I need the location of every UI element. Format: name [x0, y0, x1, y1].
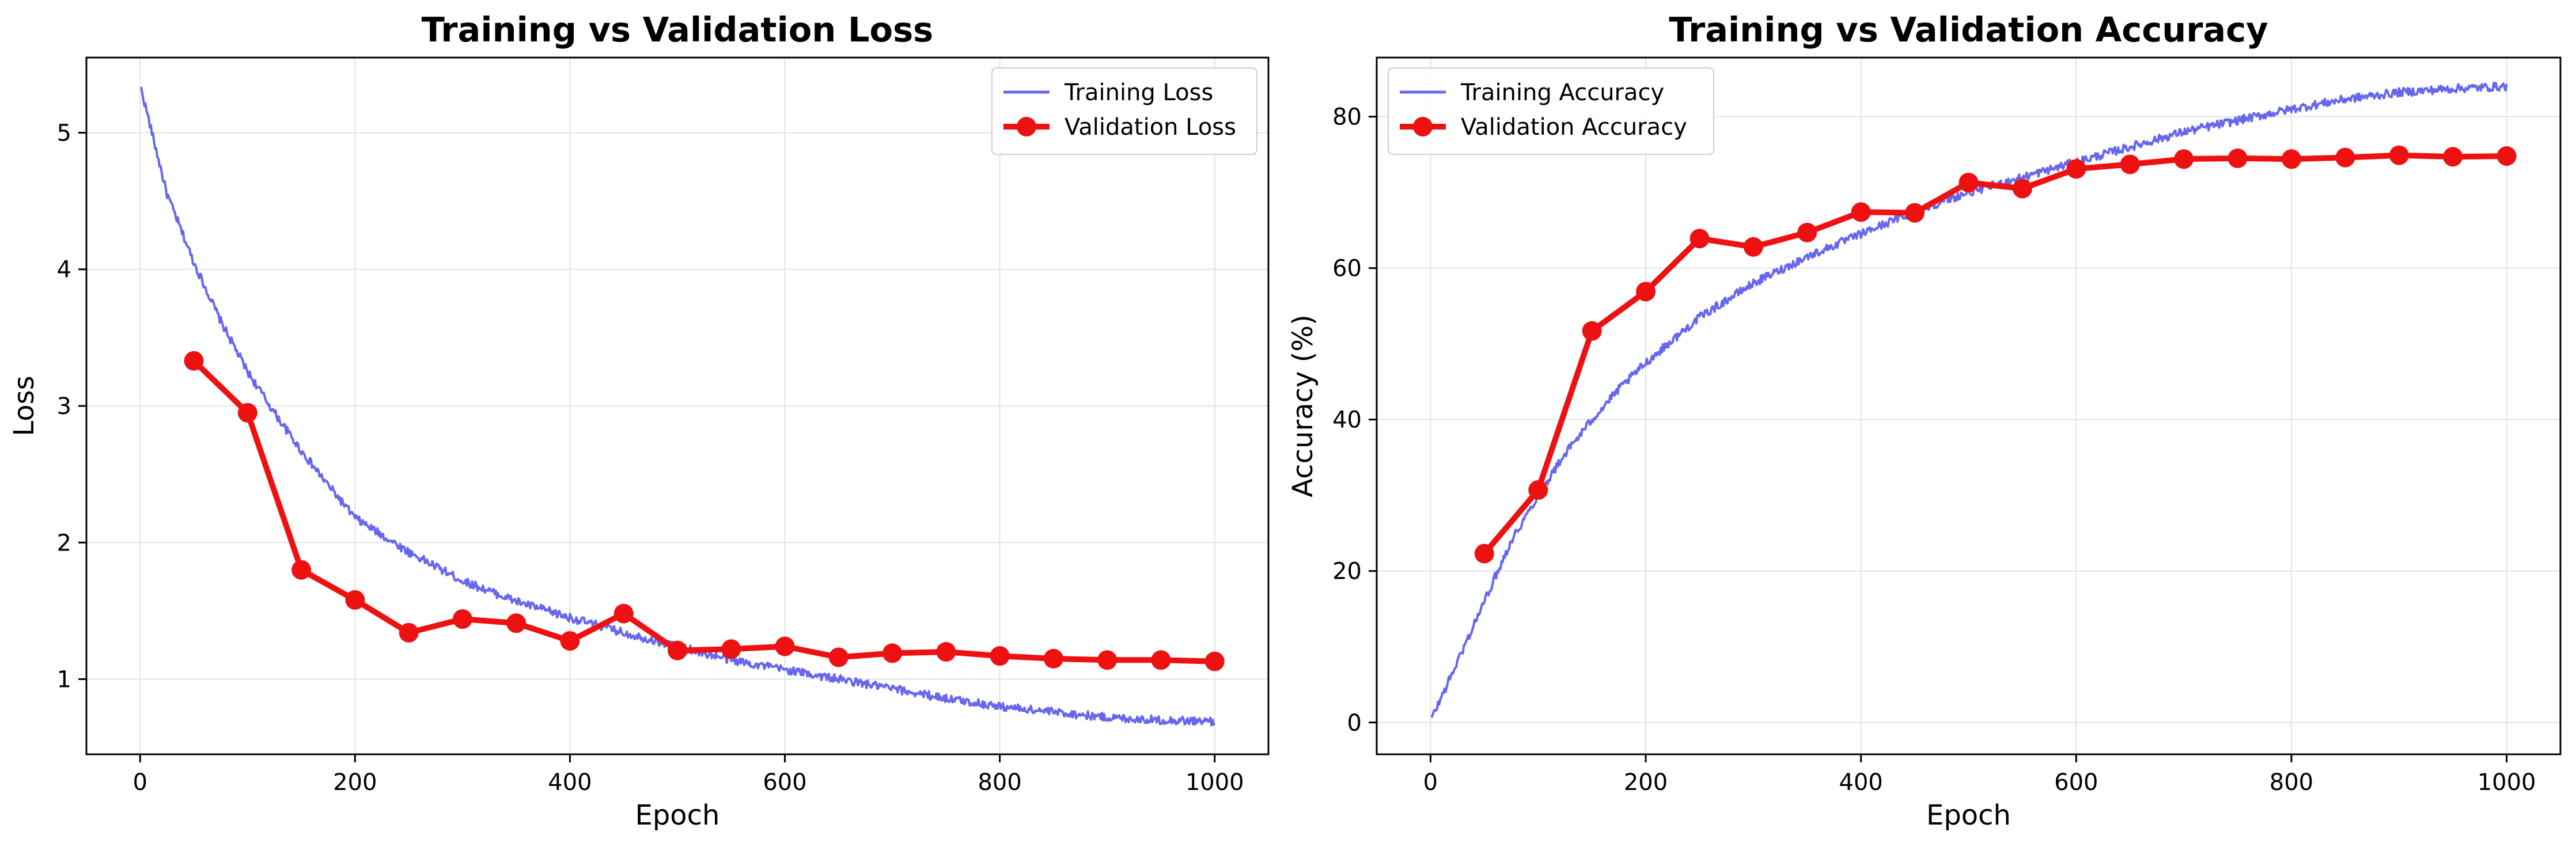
loss-validation-point — [345, 590, 365, 610]
accuracy-legend-box — [1388, 67, 1714, 155]
loss-x-axis-label: Epoch — [635, 799, 720, 831]
accuracy-validation-point — [2497, 146, 2517, 166]
accuracy-y-tick-label: 80 — [1332, 104, 1362, 131]
loss-y-tick-label: 5 — [57, 120, 71, 146]
loss-chart-title: Training vs Validation Loss — [422, 10, 934, 50]
accuracy-y-tick-label: 0 — [1347, 710, 1362, 736]
loss-validation-point — [291, 560, 312, 580]
loss-validation-point — [721, 639, 741, 659]
accuracy-chart-panel: 0 200 400 600 800 1000 0 20 40 60 80 Training vs Va… — [1287, 10, 2562, 831]
accuracy-legend: Training Accuracy Validation Accuracy — [1388, 67, 1714, 155]
loss-validation-point — [506, 613, 526, 633]
accuracy-x-tick-label: 0 — [1423, 769, 1438, 796]
accuracy-validation-point — [2443, 147, 2463, 167]
loss-legend-box — [991, 67, 1257, 155]
accuracy-validation-point — [2066, 159, 2086, 179]
accuracy-x-tick-label: 600 — [2054, 769, 2098, 796]
loss-validation-point — [828, 647, 848, 667]
accuracy-validation-point — [2012, 178, 2032, 199]
loss-validation-point — [775, 636, 795, 656]
accuracy-axes-frame — [1376, 56, 2562, 755]
accuracy-validation-point — [2389, 145, 2409, 165]
accuracy-validation-point — [1851, 202, 1871, 222]
loss-y-tick-label: 4 — [57, 257, 71, 283]
loss-y-tick-label: 1 — [57, 667, 71, 693]
accuracy-validation-point — [1743, 237, 1763, 257]
accuracy-chart-title: Training vs Validation Accuracy — [1669, 10, 2268, 50]
loss-validation-point — [1043, 648, 1063, 669]
loss-x-tick-label: 200 — [333, 769, 377, 796]
loss-y-tick-label: 3 — [57, 393, 71, 420]
loss-validation-point — [237, 402, 257, 423]
accuracy-validation-point — [1958, 173, 1979, 193]
loss-x-tick-label: 400 — [548, 769, 592, 796]
accuracy-validation-point — [2120, 154, 2140, 174]
accuracy-x-tick-label: 1000 — [2477, 769, 2536, 796]
loss-validation-point — [1204, 651, 1225, 671]
accuracy-y-tick-label: 40 — [1332, 407, 1362, 434]
loss-y-axis-label: Loss — [8, 375, 40, 436]
loss-validation-point — [990, 646, 1010, 666]
loss-validation-point — [560, 631, 580, 651]
loss-validation-point — [1151, 650, 1171, 670]
accuracy-validation-point — [2228, 148, 2248, 168]
accuracy-legend-label: Training Accuracy — [1460, 79, 1664, 106]
accuracy-validation-point — [1797, 222, 1817, 242]
loss-validation-point — [936, 642, 956, 662]
accuracy-x-tick-label: 200 — [1624, 769, 1668, 796]
loss-legend-label: Training Loss — [1064, 79, 1213, 106]
loss-x-tick-label: 800 — [978, 769, 1021, 796]
accuracy-validation-point — [2174, 149, 2194, 169]
loss-validation-point — [452, 609, 472, 629]
accuracy-validation-point — [1474, 544, 1494, 564]
loss-chart-panel: 0 200 400 600 800 1000 1 2 3 4 5 Training vs Valida… — [8, 10, 1270, 831]
accuracy-validation-point — [2281, 149, 2301, 169]
accuracy-validation-point — [1689, 229, 1710, 249]
loss-validation-point — [613, 603, 634, 624]
loss-x-tick-label: 1000 — [1185, 769, 1244, 796]
accuracy-validation-point — [1636, 282, 1656, 302]
loss-x-tick-label: 0 — [133, 769, 147, 796]
accuracy-validation-point — [2335, 147, 2355, 168]
loss-validation-point — [184, 351, 204, 371]
accuracy-validation-point — [1582, 321, 1602, 341]
loss-y-tick-label: 2 — [57, 530, 71, 556]
accuracy-x-axis-label: Epoch — [1926, 799, 2011, 831]
loss-validation-point — [1097, 650, 1117, 670]
loss-legend: Training Loss Validation Loss — [991, 67, 1257, 155]
accuracy-validation-point — [1528, 480, 1548, 500]
accuracy-y-axis-label: Accuracy (%) — [1287, 314, 1319, 497]
accuracy-legend-label: Validation Accuracy — [1461, 114, 1687, 140]
accuracy-y-tick-label: 20 — [1332, 559, 1362, 585]
loss-legend-label: Validation Loss — [1065, 114, 1236, 140]
accuracy-series-1 — [1474, 145, 2517, 564]
accuracy-x-tick-label: 400 — [1839, 769, 1883, 796]
accuracy-x-tick-label: 800 — [2270, 769, 2313, 796]
accuracy-validation-point — [1905, 203, 1925, 223]
loss-legend-swatch-marker — [1017, 117, 1036, 136]
loss-series-1 — [184, 351, 1225, 671]
accuracy-legend-swatch-marker — [1413, 117, 1433, 136]
loss-validation-point — [668, 640, 687, 660]
loss-x-tick-label: 600 — [763, 769, 806, 796]
accuracy-y-tick-label: 60 — [1332, 256, 1362, 282]
loss-validation-point — [882, 643, 903, 663]
loss-validation-point — [399, 622, 419, 643]
